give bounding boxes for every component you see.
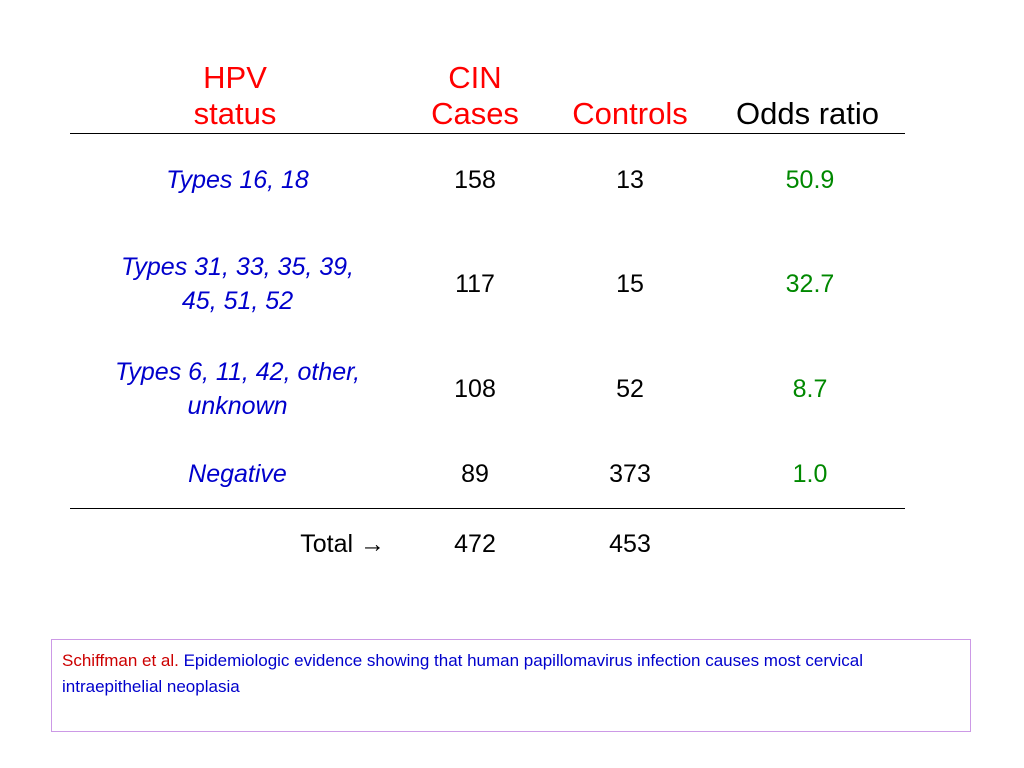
header-cin-cases: CIN Cases: [405, 60, 545, 132]
header-cin-line2: Cases: [431, 96, 519, 131]
row-label: Negative: [70, 457, 405, 491]
row-odds-ratio: 50.9: [785, 166, 835, 194]
row-cases: 89: [461, 460, 489, 488]
table-top-rule: [70, 133, 905, 134]
row-label-line: Negative: [188, 460, 287, 488]
row-odds-ratio: 32.7: [785, 270, 835, 298]
row-label: Types 6, 11, 42, other, unknown: [70, 355, 405, 423]
header-cin-line1: CIN: [448, 60, 502, 95]
row-odds-ratio: 1.0: [792, 460, 828, 488]
header-hpv-status: HPV status: [150, 60, 320, 132]
row-controls: 15: [616, 270, 644, 298]
total-label: Total →: [300, 530, 385, 558]
row-cases: 158: [454, 166, 496, 194]
total-cases: 472: [454, 530, 496, 558]
row-cases: 117: [455, 270, 495, 298]
row-label-line: Types 16, 18: [166, 166, 309, 194]
header-hpv-line2: status: [193, 96, 277, 131]
citation-title: Epidemiologic evidence showing that huma…: [62, 651, 863, 696]
header-odds-ratio: Odds ratio: [735, 96, 879, 131]
row-label-line: unknown: [187, 392, 288, 420]
row-odds-ratio: 8.7: [792, 375, 828, 403]
table-bottom-rule: [70, 508, 905, 509]
row-label: Types 16, 18: [70, 163, 405, 197]
row-label: Types 31, 33, 35, 39, 45, 51, 52: [70, 250, 405, 318]
header-hpv-line1: HPV: [203, 60, 267, 95]
header-controls: Controls: [572, 96, 688, 131]
total-controls: 453: [609, 530, 651, 558]
row-controls: 52: [616, 375, 644, 403]
citation-box: Schiffman et al. Epidemiologic evidence …: [51, 639, 971, 732]
row-label-line: Types 31, 33, 35, 39,: [120, 253, 355, 281]
row-controls: 13: [616, 166, 644, 194]
row-cases: 108: [454, 375, 496, 403]
citation-author: Schiffman et al.: [62, 651, 179, 670]
row-label-line: 45, 51, 52: [181, 287, 294, 315]
row-label-line: Types 6, 11, 42, other,: [114, 358, 361, 386]
row-controls: 373: [609, 460, 651, 488]
